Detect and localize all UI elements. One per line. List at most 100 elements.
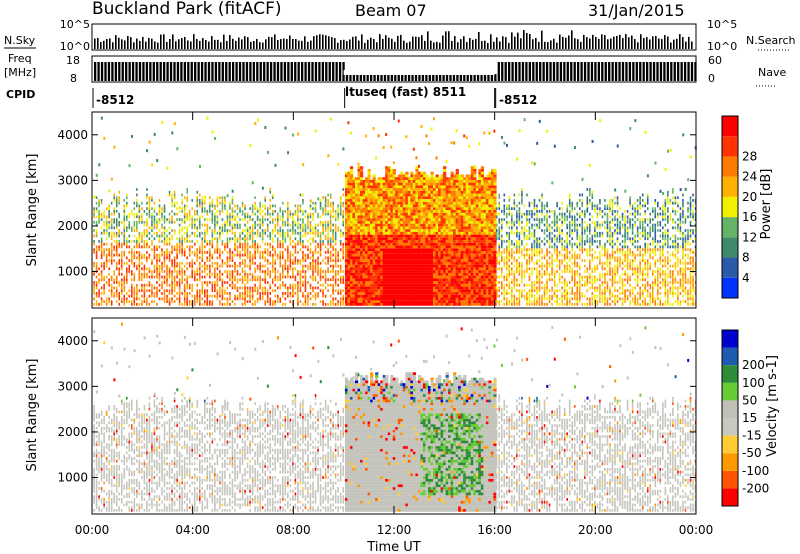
range-gate xyxy=(427,245,432,249)
range-gate xyxy=(201,286,204,290)
range-gate xyxy=(100,215,103,219)
range-gate xyxy=(312,278,314,282)
range-gate xyxy=(133,302,136,306)
range-gate xyxy=(171,297,173,301)
range-gate xyxy=(354,278,359,282)
range-gate xyxy=(412,259,417,262)
range-gate xyxy=(264,231,266,235)
range-gate xyxy=(143,210,146,213)
noise-bar xyxy=(580,41,582,49)
range-gate xyxy=(123,212,126,216)
range-gate xyxy=(425,226,429,230)
range-gate xyxy=(329,215,332,219)
range-gate xyxy=(365,134,368,138)
range-gate xyxy=(299,259,302,262)
range-gate xyxy=(438,300,442,303)
range-gate xyxy=(397,218,401,221)
noise-bar xyxy=(442,35,444,49)
range-gate xyxy=(354,204,359,208)
range-gate xyxy=(435,259,439,262)
range-gate xyxy=(344,193,349,197)
range-gate xyxy=(445,223,449,227)
range-gate xyxy=(141,256,143,260)
range-gate xyxy=(435,177,439,180)
range-gate xyxy=(370,218,374,221)
range-gate xyxy=(344,185,349,189)
range-gate xyxy=(397,215,401,219)
range-gate xyxy=(284,264,287,268)
range-gate xyxy=(241,231,244,235)
range-gate xyxy=(128,240,131,243)
range-gate xyxy=(362,234,366,238)
range-gate xyxy=(138,234,141,238)
range-gate xyxy=(427,212,432,216)
range-gate xyxy=(438,261,442,265)
range-gate xyxy=(367,242,371,246)
freq-bar xyxy=(677,62,680,81)
date-title: 31/Jan/2015 xyxy=(588,1,685,20)
range-gate xyxy=(334,272,337,276)
range-gate xyxy=(282,275,284,279)
range-gate xyxy=(380,281,384,284)
range-gate xyxy=(390,210,394,213)
noise-bar xyxy=(469,38,471,49)
range-gate xyxy=(402,267,407,271)
range-gate xyxy=(271,237,274,241)
range-gate xyxy=(382,286,386,290)
range-gate xyxy=(193,275,196,279)
range-gate xyxy=(231,189,234,193)
range-gate xyxy=(188,234,191,238)
range-gate xyxy=(370,196,374,200)
range-gate xyxy=(198,164,201,168)
range-gate xyxy=(400,215,404,219)
range-gate xyxy=(385,132,388,136)
range-gate xyxy=(380,261,384,265)
range-gate xyxy=(324,223,327,227)
range-gate xyxy=(385,207,389,210)
range-gate xyxy=(440,270,444,273)
range-gate xyxy=(445,196,449,200)
noise-bar xyxy=(637,42,639,49)
range-gate xyxy=(206,272,209,276)
range-gate xyxy=(317,264,319,268)
range-gate xyxy=(312,270,314,273)
range-gate xyxy=(362,237,366,241)
range-gate xyxy=(118,196,121,200)
range-gate xyxy=(131,251,133,254)
range-gate xyxy=(402,223,407,227)
range-gate xyxy=(400,286,404,290)
range-gate xyxy=(438,204,442,208)
range-gate xyxy=(395,248,399,252)
range-gate xyxy=(118,283,121,287)
range-gate xyxy=(264,281,266,284)
freq-bar xyxy=(445,74,449,81)
range-gate xyxy=(445,210,449,213)
range-gate xyxy=(387,179,391,183)
noise-bar xyxy=(142,36,144,49)
range-gate xyxy=(342,256,345,260)
noise-bar xyxy=(418,37,420,49)
range-gate xyxy=(327,204,329,208)
range-gate xyxy=(415,223,419,227)
range-gate xyxy=(115,275,118,279)
range-gate xyxy=(110,218,113,221)
range-gate xyxy=(430,220,434,224)
range-gate xyxy=(287,220,289,224)
range-gate xyxy=(302,199,304,202)
range-gate xyxy=(304,210,307,213)
range-gate xyxy=(125,229,128,232)
range-gate xyxy=(95,256,98,260)
range-gate xyxy=(292,267,294,271)
freq-strip xyxy=(94,62,697,81)
range-gate xyxy=(246,278,249,282)
range-gate xyxy=(415,171,419,175)
range-gate xyxy=(143,253,146,257)
range-gate xyxy=(435,207,439,210)
range-gate xyxy=(156,272,158,276)
range-gate xyxy=(113,292,115,295)
range-gate xyxy=(297,210,299,213)
range-gate xyxy=(294,220,297,224)
range-gate xyxy=(266,259,269,262)
range-gate xyxy=(191,289,194,293)
range-gate xyxy=(405,259,409,262)
